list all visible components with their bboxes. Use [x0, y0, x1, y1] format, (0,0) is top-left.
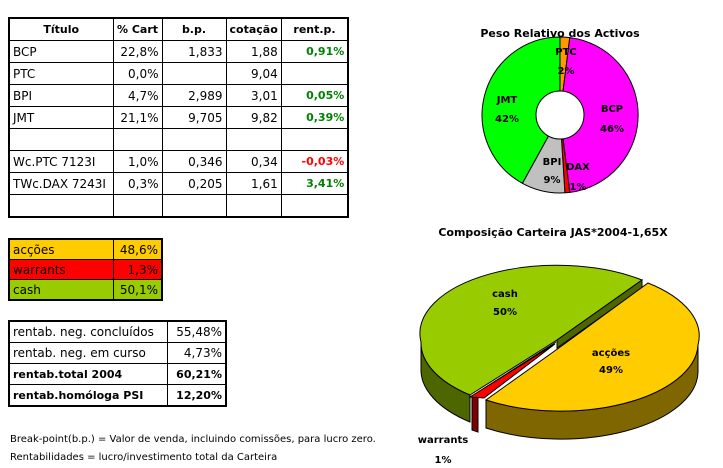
table-row: [8, 128, 349, 151]
table-row: BCP 22,8% 1,833 1,88 0,91%: [8, 40, 349, 63]
label-dax: DAX: [566, 162, 590, 173]
alloc-label: warrants: [8, 259, 114, 280]
returns-table: rentab. neg. concluídos 55,48% rentab. n…: [8, 320, 227, 407]
table-row: rentab.homóloga PSI 12,20%: [8, 384, 227, 407]
cell-titulo: PTC: [8, 62, 114, 85]
table-row: cash 50,1%: [8, 279, 163, 301]
label-bcp: BCP: [601, 104, 623, 115]
label-ptc: PTC: [555, 47, 577, 58]
cell-bp: 0,205: [161, 172, 227, 195]
note-rentabilidades: Rentabilidades = lucro/investimento tota…: [10, 452, 278, 463]
cell-cotacao: 0,34: [225, 150, 282, 173]
returns-value: 60,21%: [166, 363, 227, 385]
label-jmt: JMT: [496, 95, 518, 106]
cell-cotacao: 1,61: [225, 172, 282, 195]
value-jmt: 42%: [495, 114, 519, 125]
note-breakpoint: Break-point(b.p.) = Valor de venda, incl…: [10, 434, 376, 445]
value-cash: 50%: [493, 307, 517, 318]
doughnut-hole: [535, 90, 585, 140]
slice-warrants: [468, 343, 556, 399]
returns-label: rentab.total 2004: [8, 363, 168, 385]
table-row: TWc.DAX 7243I 0,3% 0,205 1,61 3,41%: [8, 172, 349, 195]
cell-cart: 0,3%: [112, 172, 163, 195]
table-row: rentab.total 2004 60,21%: [8, 363, 227, 385]
slice-accoes: [484, 282, 700, 412]
label-bpi: BPI: [543, 157, 562, 168]
cell-bp: 0,346: [161, 150, 227, 173]
label-accoes: acções: [592, 348, 630, 359]
label-warrants: warrants: [418, 435, 468, 446]
doughnut-title: Peso Relativo dos Activos: [480, 27, 640, 40]
cell-cart: 21,1%: [112, 106, 163, 129]
alloc-value: 1,3%: [112, 259, 163, 280]
pie3d-title: Composição Carteira JAS*2004-1,65X: [438, 226, 668, 239]
cell-rent: -0,03%: [280, 150, 349, 173]
returns-value: 12,20%: [166, 384, 227, 407]
doughnut-chart: Peso Relativo dos Activos PTC 2% BCP 46%…: [480, 27, 640, 194]
cell-rent: [280, 194, 349, 218]
value-bcp: 46%: [600, 124, 624, 135]
table-row: [8, 194, 349, 218]
cell-cotacao: [225, 194, 282, 218]
returns-label: rentab.homóloga PSI: [8, 384, 168, 407]
slice-jmt: [481, 36, 561, 184]
returns-label: rentab. neg. concluídos: [8, 320, 168, 343]
returns-label: rentab. neg. em curso: [8, 342, 168, 364]
alloc-value: 50,1%: [112, 279, 163, 301]
cell-titulo: Wc.PTC 7123I: [8, 150, 114, 173]
positions-header-row: Título % Cart b.p. cotação rent.p.: [8, 17, 349, 41]
table-row: rentab. neg. em curso 4,73%: [8, 342, 227, 364]
value-dax: 1%: [570, 182, 587, 193]
header-rent: rent.p.: [280, 17, 349, 41]
slice-bcp: [559, 37, 639, 193]
cell-titulo: TWc.DAX 7243I: [8, 172, 114, 195]
cell-cart: 4,7%: [112, 84, 163, 107]
value-ptc: 2%: [558, 66, 575, 77]
allocation-table: acções 48,6% warrants 1,3% cash 50,1%: [8, 238, 163, 301]
cell-rent: 0,91%: [280, 40, 349, 63]
value-warrants: 1%: [435, 455, 452, 466]
table-row: PTC 0,0% 9,04: [8, 62, 349, 85]
table-row: warrants 1,3%: [8, 259, 163, 280]
table-row: JMT 21,1% 9,705 9,82 0,39%: [8, 106, 349, 129]
cell-rent: 3,41%: [280, 172, 349, 195]
cell-cart: 1,0%: [112, 150, 163, 173]
pie3d-chart: Composição Carteira JAS*2004-1,65X cash …: [418, 226, 700, 466]
label-cash: cash: [492, 289, 518, 300]
positions-table: Título % Cart b.p. cotação rent.p. BCP 2…: [8, 17, 350, 218]
table-row: Wc.PTC 7123I 1,0% 0,346 0,34 -0,03%: [8, 150, 349, 173]
header-cart: % Cart: [112, 17, 163, 41]
value-bpi: 9%: [544, 175, 561, 186]
slice-cash: [419, 264, 644, 396]
alloc-value: 48,6%: [112, 238, 163, 260]
value-accoes: 49%: [599, 365, 623, 376]
